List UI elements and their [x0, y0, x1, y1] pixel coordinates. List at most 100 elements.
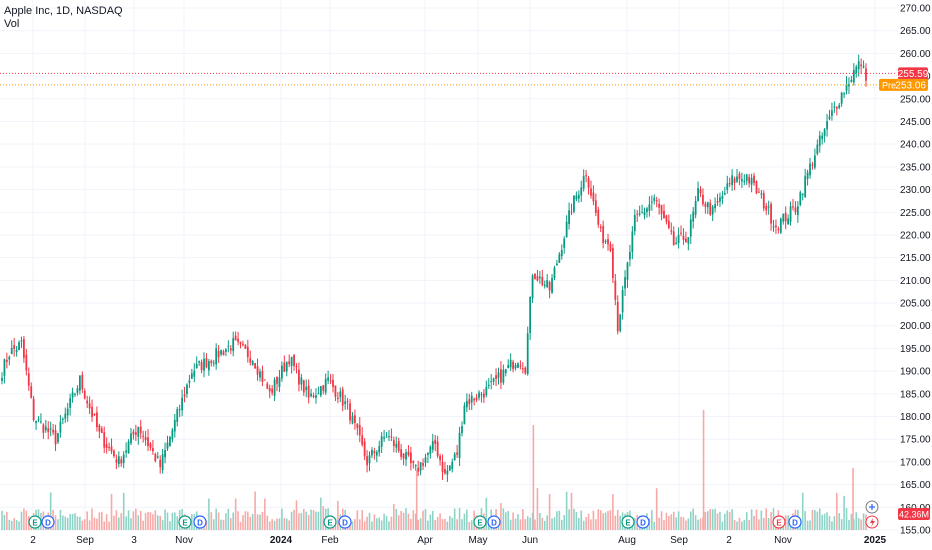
volume-bar	[548, 494, 551, 530]
earnings-marker-icon[interactable]	[28, 515, 42, 529]
candle-body	[127, 441, 130, 454]
candle-body	[777, 228, 780, 231]
y-tick-label: 215.00	[900, 253, 931, 264]
dividend-marker-icon[interactable]	[636, 515, 650, 529]
volume-bar	[385, 515, 388, 530]
volume-bar	[731, 509, 733, 530]
volume-bar	[463, 513, 466, 530]
candle-body	[519, 365, 522, 367]
candle-body	[490, 380, 493, 382]
volume-bar	[422, 510, 424, 530]
candle-body	[37, 418, 40, 420]
earnings-marker-icon[interactable]	[473, 515, 487, 529]
candle-body	[414, 465, 417, 467]
volume-bar	[765, 508, 768, 530]
candle-body	[619, 314, 622, 331]
candle-body	[409, 452, 412, 464]
candle-body	[614, 280, 617, 300]
dividend-marker-icon[interactable]	[788, 515, 802, 529]
earnings-marker-icon[interactable]	[178, 515, 192, 529]
volume-bar	[604, 512, 607, 530]
candle-body	[779, 218, 782, 233]
volume-bar	[86, 511, 88, 530]
volume-bar	[105, 514, 108, 530]
volume-bar	[828, 516, 831, 530]
candle-body	[407, 451, 410, 456]
candle-body	[47, 428, 50, 433]
candle-body	[573, 195, 575, 212]
volume-bar	[10, 520, 13, 530]
volume-bar	[83, 519, 86, 530]
candle-body	[860, 64, 863, 67]
volume-bar	[612, 494, 614, 530]
candle-body	[78, 375, 81, 391]
earnings-marker-icon[interactable]	[772, 515, 786, 529]
candle-body	[110, 446, 113, 452]
candle-body	[845, 84, 848, 91]
candle-body	[446, 470, 449, 475]
x-tick-label: Sep	[76, 535, 94, 546]
last-price-text: 255.59	[898, 69, 929, 80]
volume-bar	[283, 518, 286, 530]
candle-body	[728, 183, 731, 185]
y-tick-label: 170.00	[900, 457, 931, 468]
candle-body	[580, 187, 583, 196]
volume-bar	[707, 511, 709, 530]
candle-body	[611, 247, 614, 278]
candle-body	[259, 371, 261, 378]
volume-bar	[23, 508, 25, 530]
candle-body	[655, 200, 658, 202]
candle-body	[154, 453, 157, 462]
candle-body	[283, 362, 286, 372]
dividend-marker-icon[interactable]	[41, 515, 55, 529]
candle-body	[195, 363, 198, 369]
dividend-marker-icon[interactable]	[193, 515, 207, 529]
volume-bar	[655, 488, 658, 530]
earnings-marker-icon[interactable]	[323, 515, 337, 529]
candle-body	[507, 365, 510, 369]
candle-body	[823, 129, 826, 136]
candle-body	[650, 201, 653, 203]
candle-body	[624, 277, 626, 289]
earnings-marker-icon[interactable]	[621, 515, 635, 529]
event-marker-label: D	[640, 519, 646, 528]
candle-body	[91, 406, 93, 418]
volume-bar	[848, 519, 850, 530]
volume-bar	[453, 508, 456, 530]
volume-bar	[298, 513, 300, 530]
volume-bar	[689, 511, 692, 530]
candle-body	[137, 426, 140, 437]
volume-bar	[166, 512, 169, 530]
volume-bar	[582, 520, 585, 530]
candle-body	[526, 333, 529, 375]
volume-bar	[563, 515, 566, 530]
y-tick-label: 225.00	[900, 208, 931, 219]
volume-bar	[714, 508, 716, 530]
volume-bar	[755, 509, 758, 530]
volume-bar	[147, 511, 149, 530]
volume-bar	[607, 510, 609, 530]
candle-body	[246, 346, 249, 358]
event-marker-label: E	[625, 519, 631, 528]
dividend-marker-icon[interactable]	[487, 515, 501, 529]
volume-bar	[337, 500, 339, 530]
volume-bar	[76, 516, 79, 530]
candle-body	[799, 192, 802, 206]
dividend-marker-icon[interactable]	[338, 515, 352, 529]
volume-bar	[66, 517, 69, 530]
volume-bar	[6, 511, 8, 530]
candle-body	[254, 362, 257, 369]
volume-bar	[616, 509, 619, 530]
volume-bar	[507, 511, 510, 530]
volume-bar	[273, 520, 276, 530]
volume-bar	[234, 498, 237, 530]
candle-body	[492, 378, 495, 382]
volume-bar	[575, 511, 578, 530]
candle-body	[524, 367, 527, 374]
volume-bar	[670, 514, 673, 530]
candle-body	[638, 213, 641, 215]
candle-body	[667, 220, 670, 228]
volume-bar	[79, 516, 81, 530]
